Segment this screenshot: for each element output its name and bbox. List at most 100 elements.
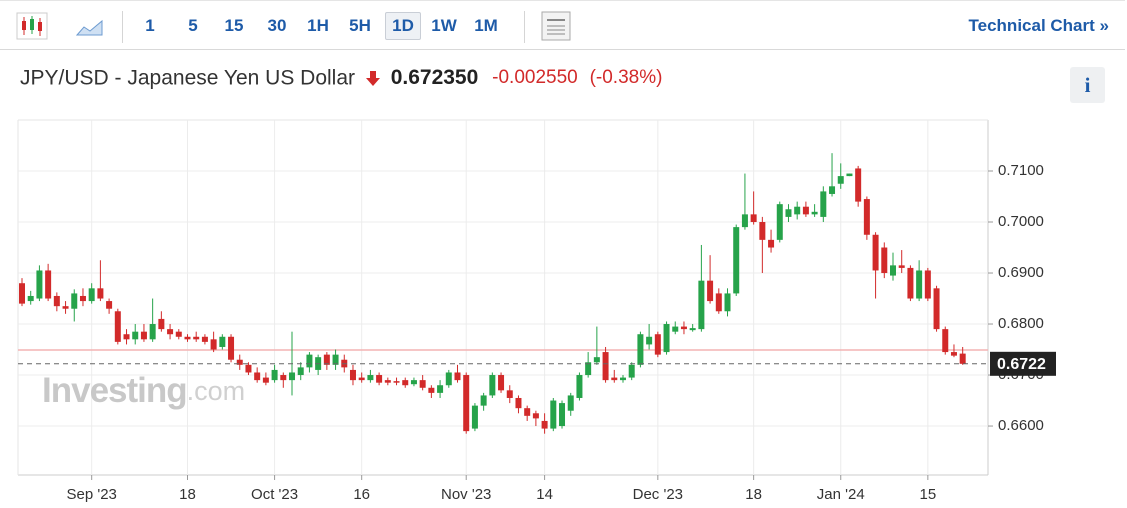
candle-body [79, 295, 86, 302]
candle-body [445, 372, 452, 386]
candle-body [846, 173, 853, 177]
candle-body [515, 397, 522, 409]
candle-body [254, 372, 261, 381]
x-tick-label: Oct '23 [251, 486, 298, 503]
candle-body [619, 377, 626, 381]
candle-body [689, 328, 696, 331]
candle-body [820, 191, 827, 217]
last-price-box [990, 351, 1056, 376]
interval-button[interactable]: 1D [385, 12, 421, 40]
y-tick-label: 0.6900 [998, 264, 1044, 281]
candle-body [550, 400, 557, 429]
candle-body [559, 403, 566, 427]
interval-button[interactable]: 5H [349, 16, 371, 35]
candle-body [698, 280, 705, 330]
candle-body [402, 380, 409, 386]
candle-body [776, 204, 783, 240]
candle-body [228, 336, 235, 360]
x-tick-label: 16 [353, 486, 370, 503]
candle-body [323, 354, 330, 365]
candle-body [114, 311, 121, 342]
candle-body [663, 324, 670, 353]
symbol: JPY/USD - Japanese Yen US Dollar [20, 66, 356, 90]
candle-body [924, 270, 931, 299]
technical-chart-link[interactable]: Technical Chart » [969, 16, 1109, 36]
candle-body [646, 336, 653, 345]
x-tick-label: Sep '23 [66, 486, 116, 503]
candle-body [785, 209, 792, 217]
candle-body [245, 364, 252, 373]
watermark-suffix: .com [187, 376, 246, 406]
candle-body [384, 380, 391, 383]
candle-body [541, 420, 548, 429]
interval-button[interactable]: 1 [145, 16, 155, 35]
candle-body [829, 186, 836, 194]
candle-body [349, 369, 356, 381]
candle-body [71, 293, 78, 309]
candle-body [158, 318, 165, 330]
icon [38, 22, 42, 31]
separator [524, 11, 525, 43]
candle-body [184, 336, 191, 340]
interval-button[interactable]: 1H [307, 16, 329, 35]
candle-body [27, 295, 34, 302]
x-tick-label: 14 [536, 486, 553, 503]
interval-button[interactable]: 30 [267, 16, 287, 35]
candle-body [289, 372, 296, 381]
candle-body [62, 306, 69, 309]
candle-body [419, 380, 426, 388]
candle-body [881, 247, 888, 274]
quote-header: JPY/USD - Japanese Yen US Dollar 0.67235… [20, 66, 662, 90]
candle-body [750, 214, 757, 223]
interval-button[interactable]: 1W [431, 16, 457, 35]
candle-body [175, 331, 182, 337]
info-button[interactable]: i [1070, 67, 1105, 103]
layout-icon[interactable] [540, 10, 572, 42]
watermark: Investing.com [42, 371, 245, 410]
interval-button[interactable]: 5 [188, 16, 198, 35]
candle-body [280, 375, 287, 381]
candle-body [567, 395, 574, 411]
chart-type-icons[interactable] [0, 1, 120, 49]
candle-body [933, 288, 940, 330]
watermark-brand: Investing [42, 371, 187, 410]
candle-body [872, 234, 879, 271]
candle-body [654, 334, 661, 355]
candle-body [733, 227, 740, 294]
candle-body [602, 352, 609, 381]
last-price-label: 0.6722 [997, 356, 1046, 373]
candle-body [149, 324, 156, 340]
x-tick-label: 18 [179, 486, 196, 503]
link-text[interactable]: Technical Chart [968, 16, 1095, 35]
candle-body [376, 375, 383, 383]
candle-body [506, 390, 513, 398]
candle-body [811, 211, 818, 215]
candle-body [759, 222, 766, 240]
candle-body [454, 372, 461, 381]
icon [22, 21, 26, 30]
candle-body [367, 375, 374, 381]
candle-body [959, 353, 966, 364]
candle-body [593, 357, 600, 363]
candle-body [210, 339, 217, 350]
interval-button[interactable]: 1M [474, 16, 498, 35]
y-tick-label: 0.7100 [998, 162, 1044, 179]
candle-body [794, 206, 801, 215]
candle-body [332, 354, 339, 365]
candle-body [106, 301, 113, 309]
candle-body [680, 326, 687, 330]
link-arrow[interactable]: » [1099, 16, 1109, 35]
candle-body [437, 385, 444, 393]
y-tick-label: 0.6600 [998, 417, 1044, 434]
candle-body [393, 381, 400, 383]
candle-body [167, 329, 174, 335]
interval-button[interactable]: 15 [224, 16, 244, 35]
candle-body [19, 283, 25, 304]
candle-body [489, 375, 496, 396]
x-tick-label: Dec '23 [633, 486, 683, 503]
candle-body [942, 329, 949, 353]
candle-body [271, 369, 278, 381]
candle-body [140, 331, 147, 340]
